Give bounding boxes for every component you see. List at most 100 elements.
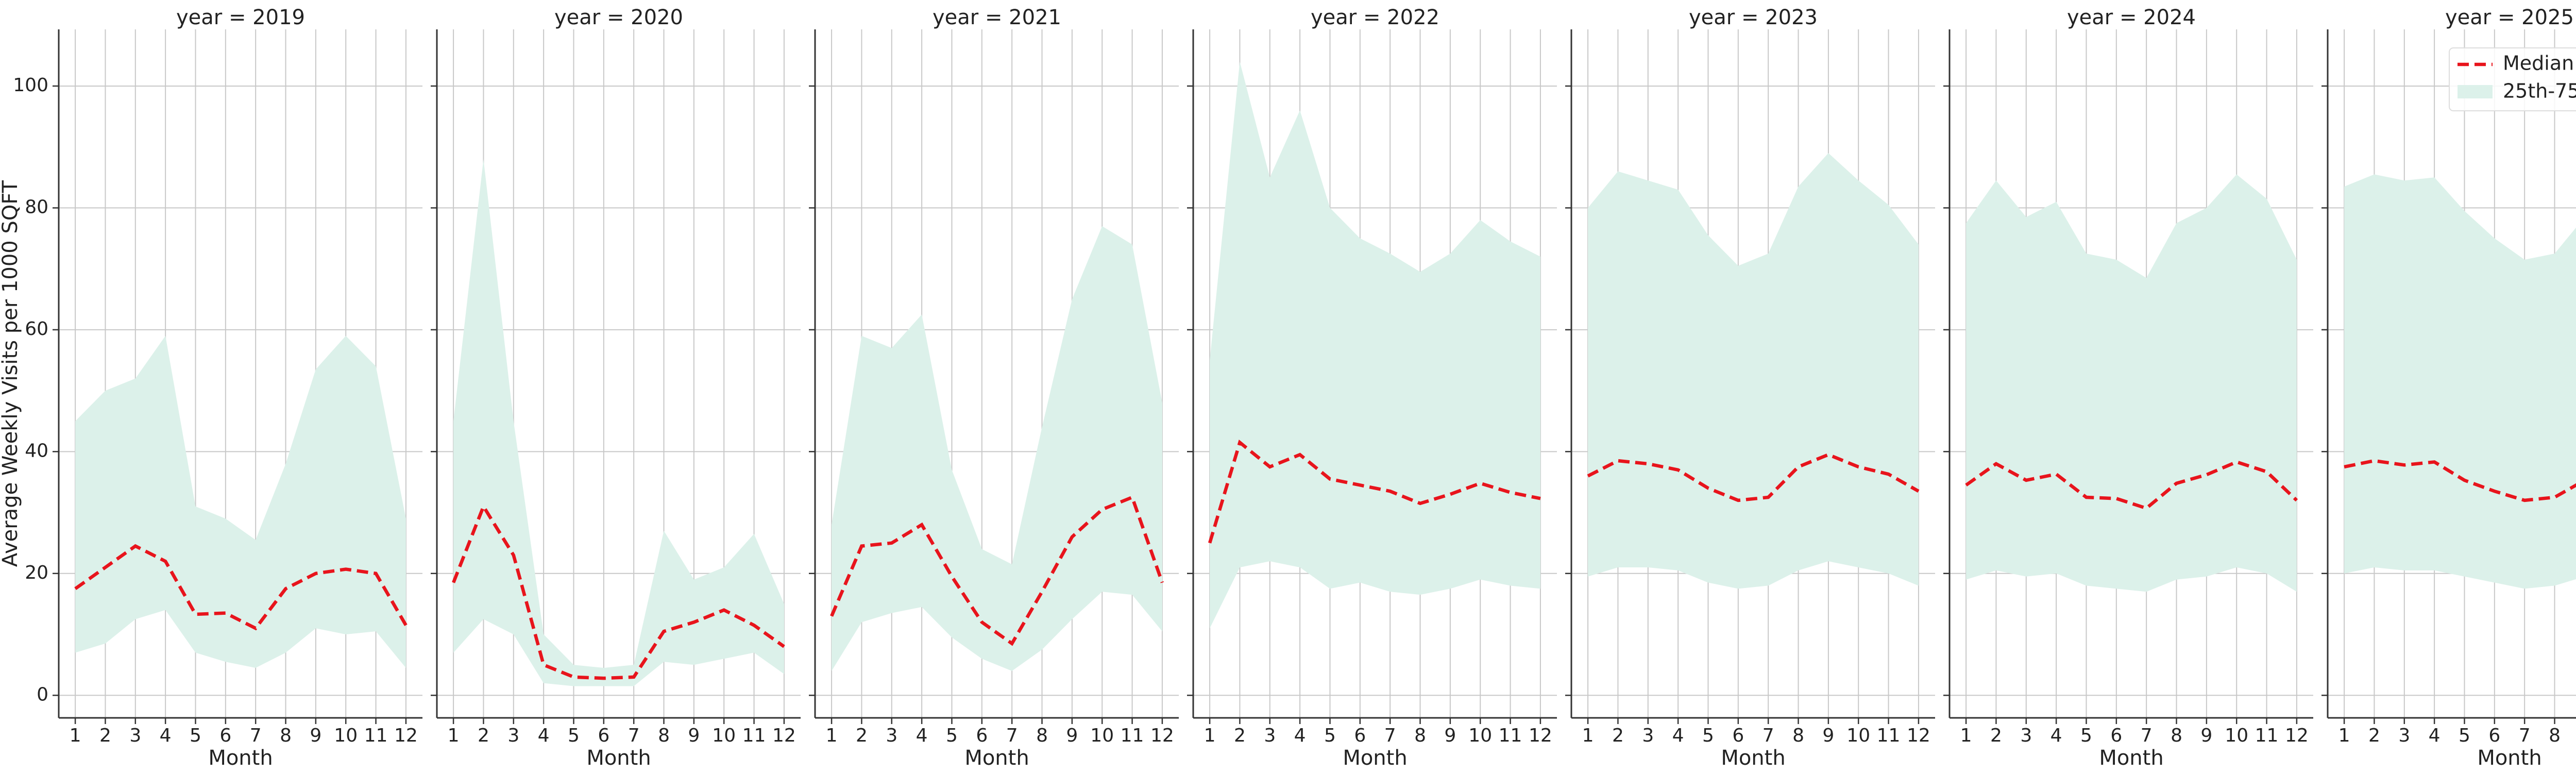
x-tick-label: 7 bbox=[628, 725, 640, 746]
y-tick-label: 20 bbox=[25, 562, 48, 583]
x-tick-label: 1 bbox=[1582, 725, 1594, 746]
x-tick-label: 4 bbox=[160, 725, 172, 746]
x-tick-label: 4 bbox=[916, 725, 928, 746]
x-tick-label: 2 bbox=[99, 725, 111, 746]
percentile-band bbox=[1588, 153, 1919, 589]
x-tick-label: 3 bbox=[2398, 725, 2410, 746]
x-axis-label: Month bbox=[2477, 746, 2541, 770]
x-tick-label: 2 bbox=[478, 725, 489, 746]
x-tick-label: 10 bbox=[1846, 725, 1870, 746]
facet-title: year = 2020 bbox=[554, 6, 683, 29]
x-tick-label: 7 bbox=[1384, 725, 1396, 746]
y-tick-label: 60 bbox=[25, 318, 48, 340]
percentile-band bbox=[75, 335, 406, 668]
x-tick-label: 3 bbox=[2020, 725, 2032, 746]
percentile-band bbox=[832, 226, 1162, 671]
x-axis-label: Month bbox=[208, 746, 273, 770]
x-tick-label: 9 bbox=[688, 725, 700, 746]
x-tick-label: 5 bbox=[946, 725, 958, 746]
x-tick-label: 2 bbox=[1612, 725, 1624, 746]
x-tick-label: 4 bbox=[1294, 725, 1306, 746]
x-tick-label: 7 bbox=[250, 725, 262, 746]
x-tick-label: 1 bbox=[1960, 725, 1972, 746]
median-line bbox=[1587, 452, 1920, 502]
facet: year = 2025123456789101112Month bbox=[2321, 6, 2576, 770]
y-tick-label: 100 bbox=[13, 75, 48, 96]
median-line bbox=[452, 502, 785, 680]
x-tick-label: 10 bbox=[1468, 725, 1492, 746]
x-tick-label: 5 bbox=[568, 725, 580, 746]
x-tick-label: 7 bbox=[1006, 725, 1018, 746]
x-tick-label: 12 bbox=[1150, 725, 1174, 746]
y-tick-label: 0 bbox=[37, 684, 48, 705]
x-tick-label: 12 bbox=[1907, 725, 1930, 746]
x-tick-label: 12 bbox=[1529, 725, 1552, 746]
x-tick-label: 10 bbox=[1090, 725, 1114, 746]
x-tick-label: 4 bbox=[2429, 725, 2441, 746]
facet-title: year = 2022 bbox=[1311, 6, 1439, 29]
facet-title: year = 2019 bbox=[176, 6, 305, 29]
median-line bbox=[1965, 460, 2298, 510]
facet-title: year = 2023 bbox=[1689, 6, 1818, 29]
percentile-band bbox=[1966, 174, 2297, 592]
x-tick-label: 3 bbox=[1642, 725, 1654, 746]
legend-label: Median bbox=[2503, 52, 2574, 75]
x-tick-label: 2 bbox=[2368, 725, 2380, 746]
x-tick-label: 11 bbox=[1499, 725, 1522, 746]
x-tick-label: 2 bbox=[856, 725, 868, 746]
x-tick-label: 4 bbox=[538, 725, 550, 746]
x-tick-label: 3 bbox=[886, 725, 897, 746]
legend-band-swatch bbox=[2458, 85, 2493, 98]
x-tick-label: 8 bbox=[658, 725, 670, 746]
x-tick-label: 3 bbox=[1264, 725, 1276, 746]
x-axis-label: Month bbox=[964, 746, 1029, 770]
x-tick-label: 9 bbox=[310, 725, 321, 746]
x-tick-label: 5 bbox=[1702, 725, 1714, 746]
x-tick-label: 8 bbox=[1036, 725, 1048, 746]
facet-title: year = 2021 bbox=[933, 6, 1061, 29]
x-tick-label: 12 bbox=[772, 725, 796, 746]
x-tick-label: 9 bbox=[1444, 725, 1456, 746]
facet-title: year = 2025 bbox=[2445, 6, 2574, 29]
x-axis-label: Month bbox=[2099, 746, 2163, 770]
x-tick-label: 1 bbox=[70, 725, 81, 746]
x-tick-label: 1 bbox=[1204, 725, 1216, 746]
x-tick-label: 2 bbox=[1234, 725, 1246, 746]
x-tick-label: 6 bbox=[976, 725, 988, 746]
x-tick-label: 1 bbox=[826, 725, 838, 746]
x-tick-label: 4 bbox=[2050, 725, 2062, 746]
x-tick-label: 12 bbox=[394, 725, 418, 746]
y-tick-label: 80 bbox=[25, 196, 48, 217]
x-tick-label: 4 bbox=[1672, 725, 1684, 746]
x-tick-label: 8 bbox=[1414, 725, 1426, 746]
x-tick-label: 6 bbox=[598, 725, 609, 746]
x-tick-label: 7 bbox=[2141, 725, 2153, 746]
x-tick-label: 5 bbox=[2080, 725, 2092, 746]
x-tick-label: 9 bbox=[1822, 725, 1834, 746]
x-axis-label: Month bbox=[1721, 746, 1785, 770]
median-line bbox=[2344, 459, 2576, 502]
y-axis-label: Average Weekly Visits per 1000 SQFT bbox=[0, 180, 22, 567]
facet-title: year = 2024 bbox=[2067, 6, 2196, 29]
x-tick-label: 7 bbox=[2519, 725, 2531, 746]
x-tick-label: 6 bbox=[2488, 725, 2500, 746]
x-axis-label: Month bbox=[586, 746, 651, 770]
legend-label: 25th-75th Percentile bbox=[2503, 80, 2576, 103]
x-tick-label: 5 bbox=[190, 725, 201, 746]
x-tick-label: 6 bbox=[1732, 725, 1744, 746]
x-tick-label: 2 bbox=[1990, 725, 2002, 746]
x-tick-label: 6 bbox=[1354, 725, 1366, 746]
x-tick-label: 12 bbox=[2285, 725, 2309, 746]
y-tick-label: 40 bbox=[25, 440, 48, 461]
x-tick-label: 11 bbox=[2255, 725, 2279, 746]
x-tick-label: 11 bbox=[742, 725, 766, 746]
median-line bbox=[74, 544, 408, 631]
x-tick-label: 8 bbox=[2549, 725, 2561, 746]
x-tick-label: 6 bbox=[2110, 725, 2122, 746]
x-axis-label: Month bbox=[1343, 746, 1407, 770]
